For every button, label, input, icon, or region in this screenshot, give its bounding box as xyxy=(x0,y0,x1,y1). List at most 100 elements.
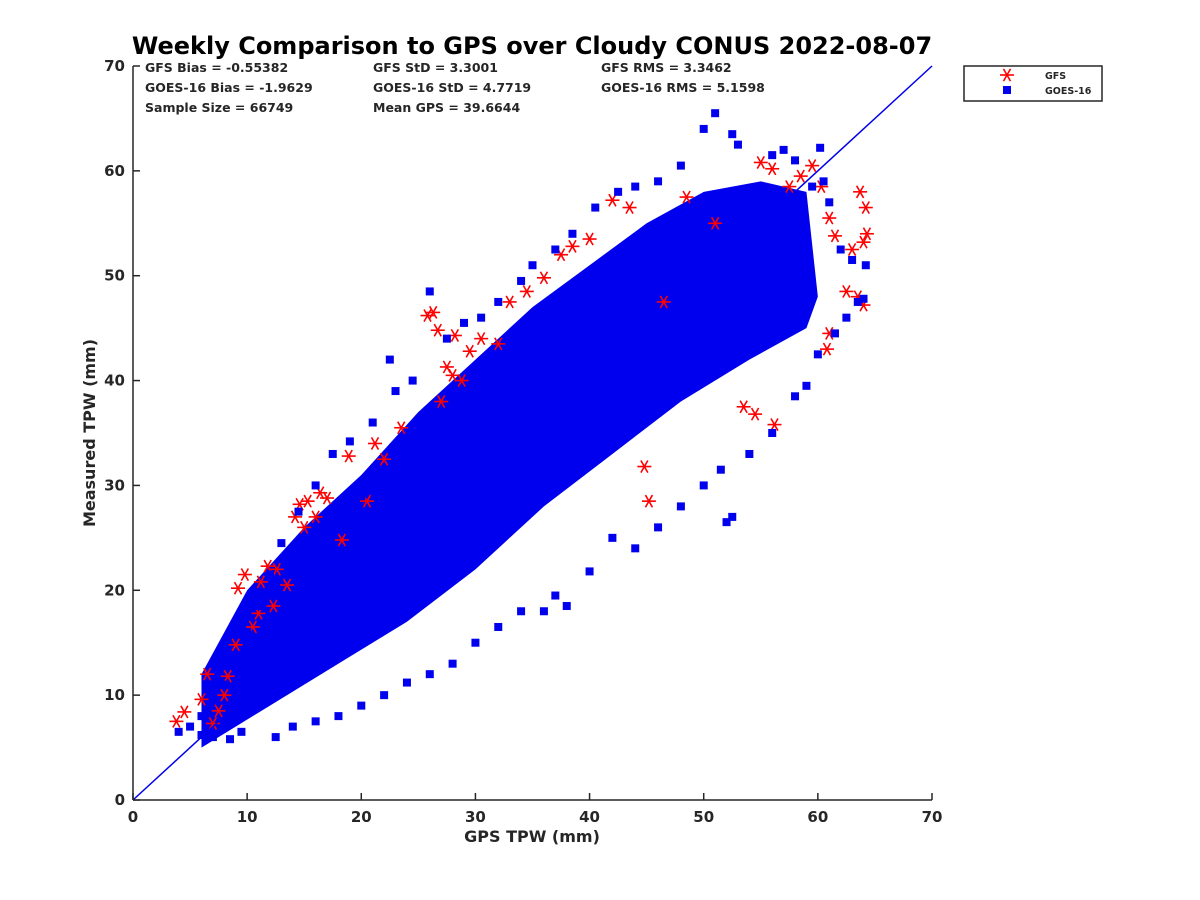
goes16-point xyxy=(300,544,309,553)
goes16-point xyxy=(562,602,571,611)
goes16-point xyxy=(585,567,594,576)
goes16-point xyxy=(779,145,788,154)
legend-label-gfs: GFS xyxy=(1045,71,1066,82)
goes16-point xyxy=(825,198,834,207)
goes16-point xyxy=(539,607,548,616)
gfs-point xyxy=(536,271,551,285)
goes16-point xyxy=(808,182,817,191)
goes16-point xyxy=(385,355,394,364)
goes16-point xyxy=(745,449,754,458)
goes16-point xyxy=(733,140,742,149)
goes16-point xyxy=(756,303,765,312)
goes16-point xyxy=(442,334,451,343)
goes16-point xyxy=(494,297,503,306)
stat-gfs-std: GFS StD = 3.3001 xyxy=(373,60,498,75)
stats-block: GFS Bias = -0.55382 GFS StD = 3.3001 GFS… xyxy=(145,60,765,115)
goes16-point xyxy=(288,722,297,731)
goes16-point xyxy=(631,182,640,191)
goes16-point xyxy=(271,733,280,742)
x-ticks: 0 10 20 30 40 50 60 70 xyxy=(128,793,942,826)
gfs-point xyxy=(637,460,652,474)
gfs-series xyxy=(169,155,874,730)
gfs-point xyxy=(308,510,323,524)
goes16-point xyxy=(728,130,737,139)
goes16-point xyxy=(836,245,845,254)
gfs-point xyxy=(819,342,834,356)
stat-gfs-rms: GFS RMS = 3.3462 xyxy=(601,60,732,75)
y-tick-label: 10 xyxy=(104,686,125,704)
gfs-point xyxy=(502,295,517,309)
legend-goes16-square-marker xyxy=(1003,86,1011,94)
goes16-point xyxy=(300,586,309,595)
goes16-point xyxy=(859,294,868,303)
gfs-point xyxy=(782,180,797,194)
goes16-point xyxy=(830,329,839,338)
goes16-point xyxy=(334,712,343,721)
goes16-point xyxy=(345,437,354,446)
gfs-point xyxy=(300,494,315,508)
goes16-point xyxy=(528,491,537,500)
goes16-point xyxy=(471,638,480,647)
x-tick-label: 30 xyxy=(465,808,486,826)
goes16-point xyxy=(654,523,663,532)
goes16-point xyxy=(357,491,366,500)
goes16-point xyxy=(402,678,411,687)
goes16-point xyxy=(585,271,594,280)
gfs-point xyxy=(228,638,243,652)
y-tick-label: 60 xyxy=(104,162,125,180)
gfs-point xyxy=(269,562,284,576)
goes16-point xyxy=(380,691,389,700)
goes16-point xyxy=(254,602,263,611)
gfs-point xyxy=(622,201,637,215)
gfs-point xyxy=(679,190,694,204)
goes16-point xyxy=(591,203,600,212)
y-tick-label: 70 xyxy=(104,57,125,75)
gfs-point xyxy=(827,229,842,243)
x-tick-label: 50 xyxy=(693,808,714,826)
axes: 0 10 20 30 40 50 60 70 0 10 20 30 40 50 60 70 xyxy=(104,57,942,826)
goes16-point xyxy=(585,439,594,448)
goes16-point xyxy=(528,261,537,270)
legend: GFS GOES-16 xyxy=(963,65,1103,102)
goes16-point xyxy=(471,429,480,437)
goes16-point xyxy=(425,287,434,296)
gfs-point xyxy=(605,193,620,207)
series-layer xyxy=(169,109,874,744)
goes16-point xyxy=(328,449,337,458)
goes16-point xyxy=(631,544,640,553)
goes16-density-cloud xyxy=(201,181,818,748)
gfs-point xyxy=(641,494,656,508)
x-tick-label: 40 xyxy=(579,808,600,826)
gfs-point xyxy=(845,243,860,256)
goes16-point xyxy=(357,638,366,647)
gfs-point xyxy=(805,159,820,173)
goes16-point xyxy=(220,680,229,689)
gfs-point xyxy=(736,400,751,414)
x-tick-label: 10 xyxy=(237,808,258,826)
goes16-point xyxy=(460,318,469,327)
goes16-dense-region xyxy=(201,181,818,748)
goes16-point xyxy=(733,261,742,270)
goes16-point xyxy=(408,376,417,385)
gfs-point xyxy=(748,407,763,421)
goes16-point xyxy=(357,701,366,710)
legend-gfs-asterisk-marker xyxy=(1000,68,1014,82)
gfs-point xyxy=(260,559,275,573)
stat-sample-size: Sample Size = 66749 xyxy=(145,100,293,115)
goes16-point xyxy=(642,387,651,396)
gfs-point xyxy=(194,692,209,706)
gfs-point xyxy=(320,491,335,505)
x-axis-label: GPS TPW (mm) xyxy=(464,827,600,846)
goes16-point xyxy=(608,533,617,542)
goes16-point xyxy=(277,539,286,548)
y-tick-label: 30 xyxy=(104,476,125,494)
goes16-point xyxy=(716,465,725,474)
goes16-point xyxy=(813,350,822,359)
gfs-point xyxy=(765,162,780,176)
goes16-point xyxy=(197,730,206,739)
goes16-point xyxy=(174,727,183,736)
x-tick-label: 20 xyxy=(351,808,372,826)
goes16-point xyxy=(477,313,486,322)
gfs-point xyxy=(341,449,356,463)
